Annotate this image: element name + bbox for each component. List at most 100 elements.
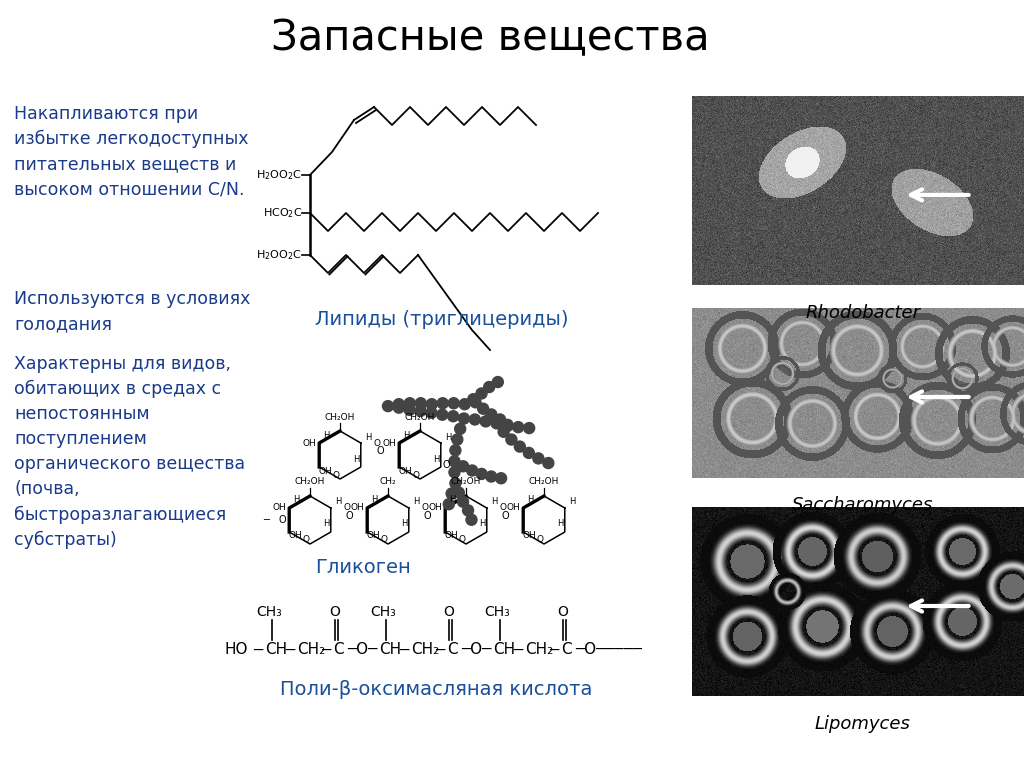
Text: O: O [413,470,420,479]
Text: C: C [333,643,344,657]
Text: ─O─────: ─O───── [575,643,642,657]
Circle shape [393,399,404,410]
Circle shape [467,465,477,476]
Text: O: O [381,535,387,545]
Circle shape [498,426,509,437]
Text: ─: ─ [253,643,262,657]
Circle shape [446,488,457,499]
Text: HO: HO [225,643,249,657]
Text: CH₃: CH₃ [484,605,510,619]
Text: CH₂OH: CH₂OH [325,413,355,422]
Circle shape [458,461,469,472]
Text: ─: ─ [549,643,558,657]
Text: O: O [442,460,450,470]
Text: H: H [558,519,564,528]
Text: Липиды (триглицериды): Липиды (триглицериды) [315,310,568,329]
Text: ─O─: ─O─ [461,643,492,657]
Text: H: H [371,495,377,505]
Text: Rhodobacter: Rhodobacter [805,304,921,322]
Text: Saccharomyces: Saccharomyces [792,496,934,515]
Text: H: H [479,519,486,528]
Circle shape [506,434,517,445]
Circle shape [447,411,459,422]
Circle shape [502,420,513,430]
Circle shape [458,496,469,507]
Circle shape [543,458,554,469]
Text: O: O [345,511,353,521]
Text: CH₃: CH₃ [370,605,396,619]
Circle shape [437,398,449,409]
Circle shape [463,505,473,516]
Circle shape [452,434,463,445]
Text: OH: OH [382,439,396,447]
Circle shape [483,381,495,393]
Text: CH₂OH: CH₂OH [404,413,435,422]
Circle shape [383,400,393,412]
Text: CH₂OH: CH₂OH [451,478,481,486]
Text: ─: ─ [513,643,522,657]
Text: ─: ─ [399,643,409,657]
Text: Накапливаются при
избытке легкодоступных
питательных веществ и
высоком отношении: Накапливаются при избытке легкодоступных… [14,105,249,199]
Text: Гликоген: Гликоген [315,558,411,577]
Circle shape [476,388,487,399]
Text: OH: OH [350,503,365,512]
Text: OH: OH [302,439,316,447]
Circle shape [454,487,464,498]
Text: Поли-β-оксимасляная кислота: Поли-β-оксимасляная кислота [280,680,592,699]
Circle shape [426,399,437,410]
Text: OH: OH [367,532,380,541]
Text: O: O [302,535,309,545]
Text: O: O [459,535,466,545]
Text: H$_2$OO$_2$C: H$_2$OO$_2$C [256,168,302,182]
Text: O: O [279,515,286,525]
Text: H: H [445,433,452,442]
Text: ─: ─ [263,515,269,525]
Circle shape [523,447,535,459]
Text: OH: OH [289,532,302,541]
Text: Lipomyces: Lipomyces [815,715,910,733]
Text: O: O [537,535,544,545]
Circle shape [480,416,492,427]
Text: CH: CH [493,643,515,657]
Circle shape [485,409,497,420]
Text: ─O─: ─O─ [347,643,377,657]
Text: H: H [433,455,440,463]
Circle shape [513,422,523,433]
Circle shape [404,398,416,409]
Text: CH₂: CH₂ [297,643,326,657]
Text: O: O [500,503,506,512]
Text: H: H [293,495,299,505]
Text: H: H [402,430,410,439]
Text: O: O [501,511,509,521]
Text: O: O [343,503,350,512]
Circle shape [514,441,525,452]
Circle shape [449,456,460,467]
Text: CH₂: CH₂ [525,643,553,657]
Circle shape [496,472,507,484]
Text: OH: OH [522,532,537,541]
Text: H: H [449,495,456,505]
Text: CH₂OH: CH₂OH [295,478,326,486]
Circle shape [477,403,488,414]
Circle shape [437,410,447,420]
Circle shape [449,467,460,478]
Circle shape [493,377,504,387]
Text: H: H [323,430,329,439]
Text: OH: OH [428,503,442,512]
Circle shape [450,445,461,456]
Text: ─: ─ [321,643,330,657]
Text: O: O [421,503,428,512]
Text: C: C [447,643,458,657]
Text: CH: CH [265,643,287,657]
Text: CH: CH [379,643,401,657]
Text: H: H [569,498,575,506]
Circle shape [492,418,502,429]
Text: H: H [414,498,420,506]
Circle shape [415,406,426,416]
Text: O: O [374,439,380,447]
Circle shape [443,499,455,510]
Circle shape [459,399,470,410]
Circle shape [485,471,497,482]
Text: CH₃: CH₃ [256,605,282,619]
Circle shape [502,420,513,431]
